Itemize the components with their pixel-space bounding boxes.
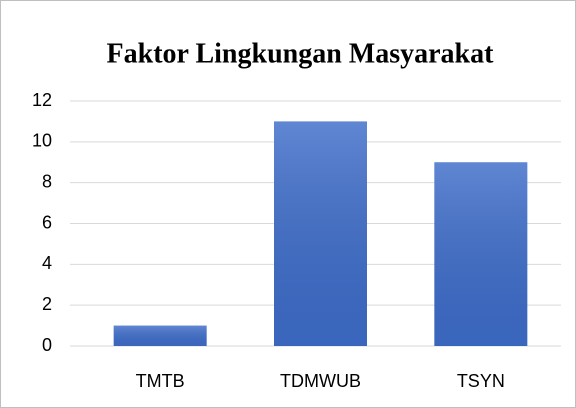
- chart-title: Faktor Lingkungan Masyarakat: [107, 38, 495, 69]
- x-tick-label: TMTB: [136, 371, 185, 391]
- y-tick-label: 12: [32, 90, 52, 110]
- bar-shine: [274, 121, 367, 347]
- bar-shine: [434, 162, 528, 346]
- x-tick-label: TSYN: [457, 371, 505, 391]
- y-tick-label: 2: [42, 294, 52, 314]
- y-tick-label: 10: [32, 131, 52, 151]
- x-tick-label: TDMWUB: [280, 371, 361, 391]
- y-tick-label: 4: [42, 253, 52, 273]
- y-tick-label: 6: [42, 212, 52, 232]
- bar-shine: [113, 325, 207, 346]
- y-tick-label: 8: [42, 171, 52, 191]
- y-tick-label: 0: [42, 335, 52, 355]
